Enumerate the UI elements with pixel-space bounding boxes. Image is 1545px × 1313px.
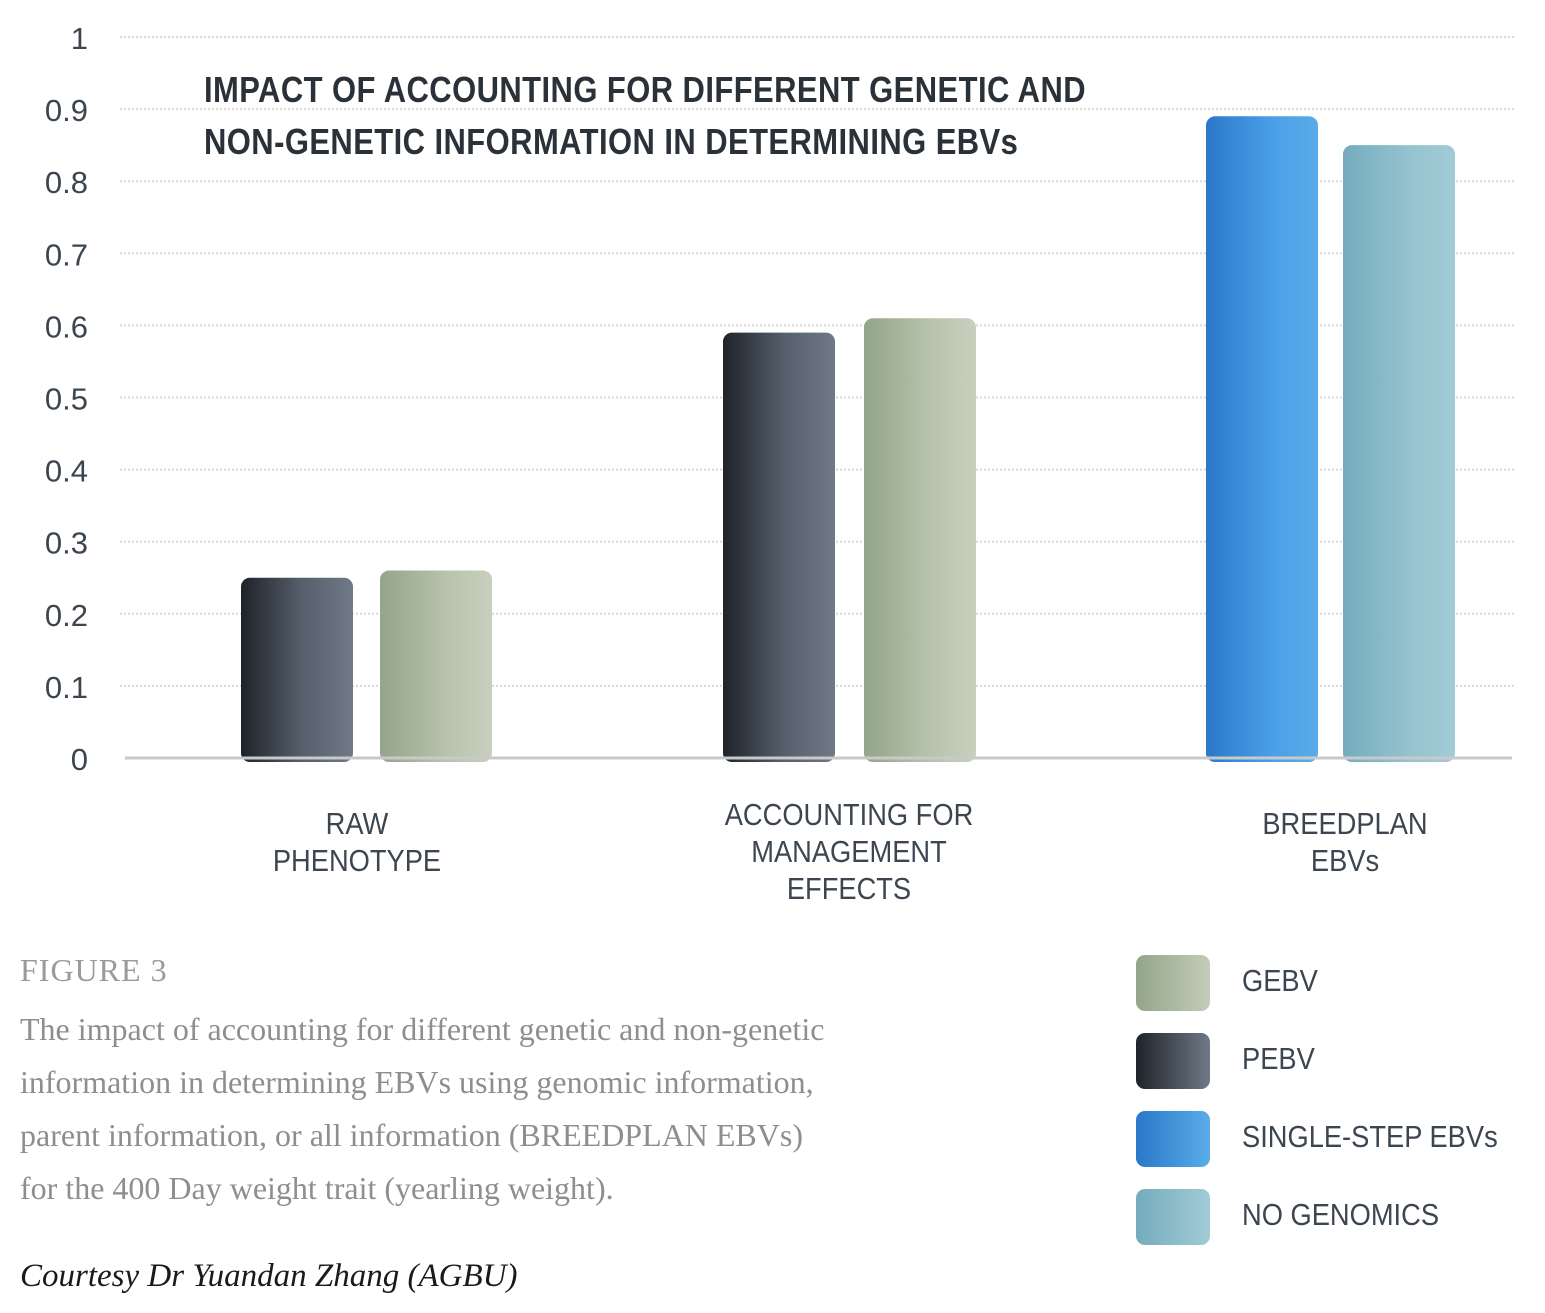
x-tick-label-line: EBVs: [1310, 843, 1380, 878]
bar-single-step-ebvs-2: [1206, 116, 1318, 762]
x-tick-label-breedplan-ebvs: BREEDPLAN EBVs: [1187, 805, 1504, 879]
x-tick-label-raw-phenotype: RAW PHENOTYPE: [199, 805, 516, 879]
caption-line: information in determining EBVs using ge…: [20, 1064, 814, 1100]
caption-line: The impact of accounting for different g…: [20, 1011, 825, 1047]
caption-line: for the 400 Day weight trait (yearling w…: [20, 1170, 614, 1206]
x-tick-label-line: ACCOUNTING FOR: [724, 797, 974, 832]
bar-pebv-1: [723, 332, 835, 762]
y-tick-label: 0.3: [45, 526, 88, 561]
x-tick-label-line: PHENOTYPE: [272, 843, 442, 878]
figure-caption: The impact of accounting for different g…: [20, 1003, 980, 1215]
x-tick-label-line: EFFECTS: [786, 871, 912, 906]
y-axis: 0 0.1 0.2 0.3 0.4 0.5 0.6 0.7 0.8 0.9 1: [45, 21, 88, 777]
legend-swatch-single-step: [1136, 1111, 1210, 1167]
bar-pebv-0: [241, 577, 353, 762]
y-tick-label: 0.2: [45, 598, 88, 633]
y-tick-label: 0.5: [45, 382, 88, 417]
legend-label: PEBV: [1242, 1041, 1315, 1076]
figure-label: FIGURE 3: [20, 952, 168, 988]
legend-label: NO GENOMICS: [1242, 1197, 1440, 1232]
legend-label: SINGLE-STEP EBVs: [1242, 1119, 1498, 1154]
legend-swatch-no-genomics: [1136, 1189, 1210, 1245]
y-tick-label: 0.6: [45, 309, 88, 344]
x-tick-label-management-effects: ACCOUNTING FOR MANAGEMENT EFFECTS: [691, 796, 1008, 907]
y-tick-label: 0: [71, 742, 88, 777]
chart-title-line: IMPACT OF ACCOUNTING FOR DIFFERENT GENET…: [204, 69, 1087, 110]
x-tick-label-line: RAW: [325, 806, 389, 841]
bar-no-genomics-2: [1343, 145, 1455, 762]
y-tick-label: 0.9: [45, 93, 88, 128]
y-tick-label: 0.1: [45, 670, 88, 705]
caption-line: parent information, or all information (…: [20, 1117, 803, 1153]
y-tick-label: 0.4: [45, 454, 88, 489]
y-tick-label: 0.8: [45, 165, 88, 200]
bars: [241, 116, 1455, 762]
y-tick-label: 1: [71, 21, 88, 56]
x-tick-label-line: MANAGEMENT: [751, 834, 947, 869]
y-tick-label: 0.7: [45, 237, 88, 272]
bar-gebv-0: [380, 570, 492, 762]
legend-swatch-pebv: [1136, 1033, 1210, 1089]
legend-swatch-gebv: [1136, 955, 1210, 1011]
credit-line: Courtesy Dr Yuandan Zhang (AGBU): [20, 1258, 518, 1294]
bar-chart: 0 0.1 0.2 0.3 0.4 0.5 0.6 0.7 0.8 0.9 1: [45, 21, 1515, 777]
chart-title: IMPACT OF ACCOUNTING FOR DIFFERENT GENET…: [204, 64, 1087, 168]
x-tick-label-line: BREEDPLAN: [1262, 806, 1428, 841]
chart-title-line: NON-GENETIC INFORMATION IN DETERMINING E…: [204, 121, 1019, 162]
bar-gebv-1: [864, 318, 976, 762]
legend-label: GEBV: [1242, 963, 1318, 998]
